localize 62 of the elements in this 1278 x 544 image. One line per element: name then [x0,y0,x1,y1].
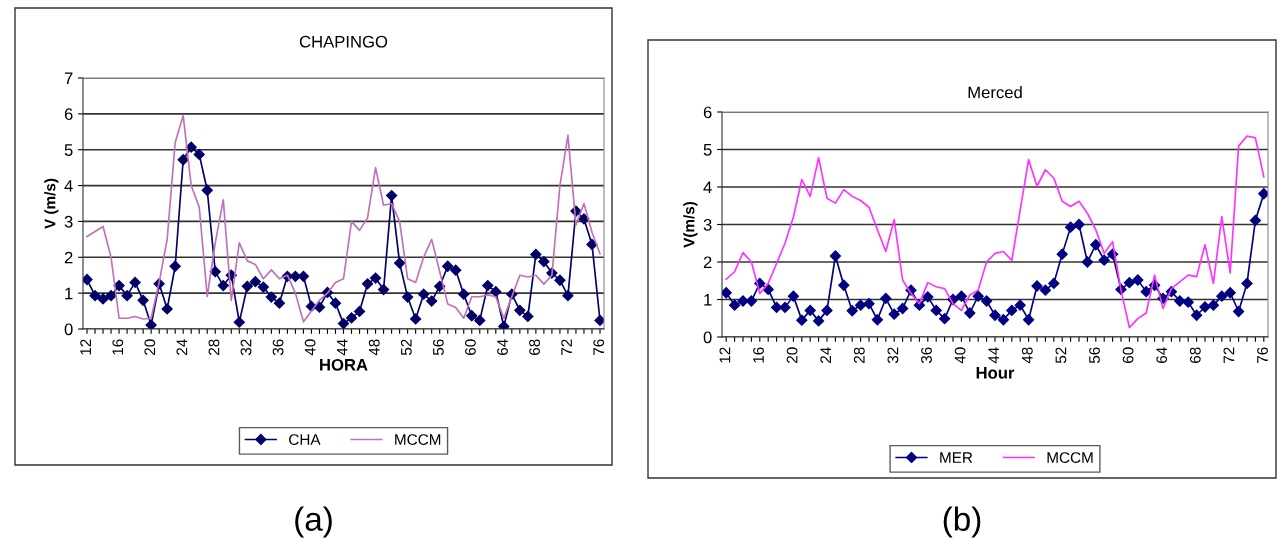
chart-title: CHAPINGO [299,35,388,48]
y-tick-label: 5 [703,144,712,156]
x-tick-label: 32 [887,347,899,364]
y-tick-label: 5 [64,144,73,156]
x-tick-label: 36 [272,339,284,356]
y-tick-label: 0 [64,323,73,336]
y-tick-label: 0 [703,331,712,344]
y-tick-label: 3 [64,215,73,228]
y-tick-label: 4 [703,181,712,194]
x-tick-label: 20 [786,347,798,363]
legend-label: MCCM [395,434,441,445]
y-tick-label: 1 [704,294,712,306]
y-tick-label: 6 [64,108,73,121]
x-tick-label: 40 [954,347,966,364]
legend-label: CHA [289,434,321,445]
x-tick-label: 56 [432,339,444,356]
y-axis-title: V(m/s) [683,201,698,248]
x-tick-label: 28 [208,339,220,355]
x-tick-label: 60 [1122,347,1134,363]
line-series [725,135,1265,329]
text: (b) [943,506,981,538]
x-tick-label: 32 [240,339,252,356]
y-tick-label: 2 [64,251,73,264]
x-tick-label: 16 [112,339,124,355]
x-tick-label: 48 [368,339,380,356]
x-tick-label: 24 [176,339,188,355]
x-tick-label: 64 [1156,347,1168,363]
x-tick-label: 72 [1223,347,1235,363]
y-tick-label: 2 [703,256,712,269]
x-tick-label: 52 [1055,347,1067,364]
x-tick-label: 40 [304,339,316,356]
x-tick-label: 44 [988,347,999,364]
y-tick-label: 6 [703,106,712,119]
x-tick-label: 56 [1089,347,1100,364]
x-tick-label: 36 [921,347,932,364]
x-axis-title: HORA [320,358,368,371]
x-tick-label: 44 [336,339,348,356]
x-tick-label: 52 [400,339,412,356]
x-tick-label: 76 [1257,347,1268,363]
x-tick-label: 72 [561,339,572,355]
x-tick-label: 48 [1021,347,1033,364]
x-tick-label: 60 [465,339,476,355]
x-tick-label: 12 [719,347,731,363]
y-tick-label: 7 [64,72,73,85]
x-tick-label: 16 [753,347,764,363]
y-axis-title: V (m/s) [44,178,59,229]
x-tick-label: 12 [80,339,91,355]
x-axis-title: Hour [976,367,1015,379]
y-tick-label: 3 [703,218,712,231]
y-tick-label: 1 [65,287,73,300]
y-tick-label: 4 [64,180,73,192]
x-tick-label: 68 [1189,347,1201,363]
x-tick-label: 68 [529,339,540,355]
x-tick-label: 64 [497,339,508,355]
legend-label: MCCM [1047,452,1093,463]
x-tick-label: 20 [144,339,156,355]
chart-title: Merced [968,86,1022,99]
x-tick-label: 28 [853,347,865,363]
x-tick-label: 76 [593,339,605,355]
legend-label: MER [940,452,973,463]
x-tick-label: 24 [820,347,831,363]
text: (a) [295,506,332,538]
